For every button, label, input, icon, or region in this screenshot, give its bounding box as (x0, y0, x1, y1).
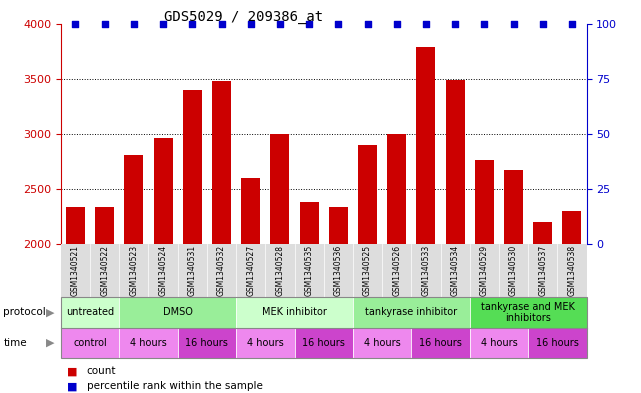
Bar (329, 208, 348, 244)
Point (508, 20, 519, 27)
Point (450, 20, 460, 27)
Text: tankyrase inhibitor: tankyrase inhibitor (365, 307, 458, 318)
Text: GSM1340522: GSM1340522 (100, 245, 109, 296)
Bar (154, 138, 172, 244)
Text: control: control (73, 338, 107, 348)
Bar (271, 134, 289, 244)
Point (275, 20, 285, 27)
Point (246, 20, 256, 27)
Text: 16 hours: 16 hours (536, 338, 579, 348)
Text: GDS5029 / 209386_at: GDS5029 / 209386_at (164, 10, 323, 24)
Text: 16 hours: 16 hours (185, 338, 228, 348)
Bar (533, 222, 552, 244)
Point (187, 20, 197, 27)
Point (479, 20, 490, 27)
Text: 4 hours: 4 hours (247, 338, 284, 348)
Text: MEK inhibitor: MEK inhibitor (262, 307, 327, 318)
Text: GSM1340538: GSM1340538 (567, 244, 576, 296)
Text: GSM1340533: GSM1340533 (421, 244, 430, 296)
Bar (212, 81, 231, 244)
Text: 4 hours: 4 hours (481, 338, 517, 348)
Point (129, 20, 139, 27)
Text: GSM1340523: GSM1340523 (129, 244, 138, 296)
Bar (299, 202, 319, 244)
Text: GSM1340532: GSM1340532 (217, 244, 226, 296)
Bar (417, 47, 435, 244)
Text: 16 hours: 16 hours (303, 338, 345, 348)
Text: ▶: ▶ (46, 307, 54, 318)
Bar (475, 160, 494, 244)
Text: GSM1340531: GSM1340531 (188, 244, 197, 296)
Text: time: time (3, 338, 27, 348)
Text: ■: ■ (67, 381, 78, 391)
Point (567, 20, 577, 27)
Point (538, 20, 548, 27)
Bar (562, 211, 581, 244)
Text: GSM1340535: GSM1340535 (304, 244, 313, 296)
Bar (504, 170, 523, 244)
Text: 16 hours: 16 hours (419, 338, 462, 348)
Point (362, 20, 372, 27)
Text: count: count (87, 366, 116, 376)
Text: GSM1340536: GSM1340536 (334, 244, 343, 296)
Text: GSM1340537: GSM1340537 (538, 244, 547, 296)
Text: protocol: protocol (3, 307, 46, 318)
Bar (387, 134, 406, 244)
Text: GSM1340529: GSM1340529 (480, 244, 489, 296)
Text: 4 hours: 4 hours (363, 338, 401, 348)
Text: GSM1340530: GSM1340530 (509, 244, 518, 296)
Text: untreated: untreated (66, 307, 114, 318)
Text: GSM1340525: GSM1340525 (363, 244, 372, 296)
Point (71, 20, 81, 27)
Text: ▶: ▶ (46, 338, 54, 348)
Bar (66, 208, 85, 244)
Point (392, 20, 402, 27)
Bar (183, 90, 202, 244)
Text: ■: ■ (67, 366, 78, 376)
Text: GSM1340524: GSM1340524 (158, 244, 167, 296)
Point (158, 20, 168, 27)
Bar (358, 145, 377, 244)
Point (420, 20, 431, 27)
Text: tankyrase and MEK
inhibitors: tankyrase and MEK inhibitors (481, 302, 575, 323)
Bar (445, 80, 465, 244)
Bar (241, 178, 260, 244)
Point (333, 20, 344, 27)
Bar (124, 154, 144, 244)
Point (99, 20, 110, 27)
Text: 4 hours: 4 hours (130, 338, 167, 348)
Bar (96, 208, 114, 244)
Text: GSM1340534: GSM1340534 (451, 244, 460, 296)
Text: percentile rank within the sample: percentile rank within the sample (87, 381, 262, 391)
Text: DMSO: DMSO (163, 307, 193, 318)
Text: GSM1340526: GSM1340526 (392, 244, 401, 296)
Point (304, 20, 314, 27)
Point (217, 20, 227, 27)
Text: GSM1340527: GSM1340527 (246, 244, 255, 296)
Text: GSM1340521: GSM1340521 (71, 245, 80, 296)
Text: GSM1340528: GSM1340528 (276, 245, 285, 296)
